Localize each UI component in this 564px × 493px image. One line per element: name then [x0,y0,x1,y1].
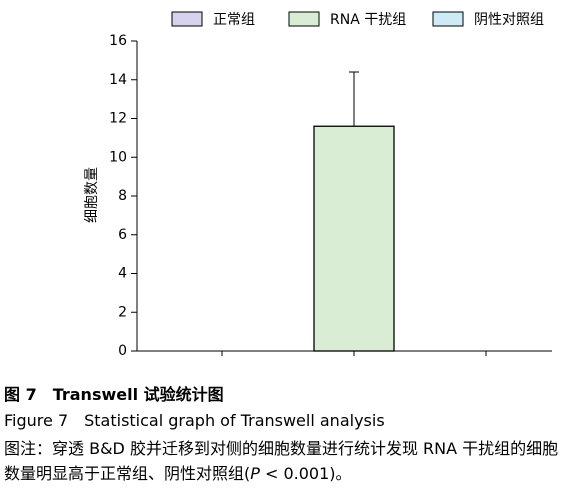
caption-note: 图注：穿透 B&D 胶并迁移到对侧的细胞数量进行统计发现 RNA 干扰组的细胞数… [4,436,560,486]
note-text: 图注：穿透 B&D 胶并迁移到对侧的细胞数量进行统计发现 RNA 干扰组的细胞数… [4,439,559,483]
bar [313,125,395,352]
legend-swatch [288,11,320,27]
y-tick-label: 12 [109,111,127,127]
legend-label: 阴性对照组 [474,12,544,28]
y-tick-label: 4 [118,266,127,282]
y-tick-label: 16 [109,33,127,49]
caption-title-cn: 图 7 Transwell 试验统计图 [4,385,224,404]
y-tick-label: 8 [118,188,127,204]
legend-swatch [171,11,203,27]
y-tick-label: 0 [118,343,127,359]
note-text: < 0.001)。 [259,464,352,483]
y-tick-label: 14 [109,72,127,88]
y-tick-label: 2 [118,304,127,320]
note-p: P [250,464,260,483]
legend-label: 正常组 [213,12,255,28]
chart: 细胞数量 0 2 4 6 8 10 12 14 16 正常组 RNA 干扰组 阴性对照组 [84,11,552,359]
legend-label: RNA 干扰组 [330,12,406,28]
y-axis-label: 细胞数量 [84,167,100,223]
legend-swatch [432,11,464,27]
caption-title-en: Figure 7 Statistical graph of Transwell … [4,411,385,430]
y-tick-label: 10 [109,149,127,165]
y-tick-label: 6 [118,227,127,243]
